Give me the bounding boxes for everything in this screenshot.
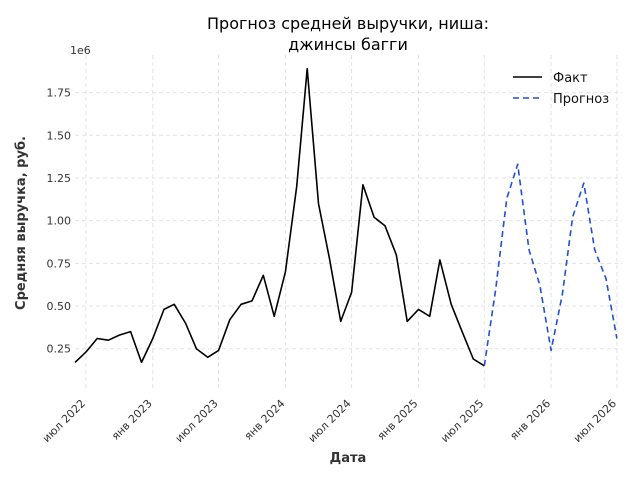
- x-tick-label: янв 2025: [375, 397, 421, 443]
- y-axis-ticks: 0.25 0.50 0.75 1.00 1.25 1.50 1.75: [47, 87, 72, 356]
- y-offset-label: 1e6: [70, 44, 91, 57]
- x-tick-label: июл 2022: [40, 397, 88, 445]
- x-tick-label: июл 2025: [438, 397, 486, 445]
- x-axis-label: Дата: [330, 451, 367, 466]
- series-lines: [74, 67, 618, 367]
- x-tick-label: июл 2023: [173, 397, 221, 445]
- y-axis-label: Средняя выручка, руб.: [14, 136, 29, 310]
- chart-title-line-1: Прогноз средней выручки, ниша:: [207, 14, 489, 33]
- x-axis-ticks: июл 2022 янв 2023 июл 2023 янв 2024 июл 2024…: [40, 397, 619, 445]
- series-line-forecast: [483, 163, 618, 366]
- x-tick-label: янв 2026: [507, 397, 553, 443]
- y-tick-label: 1.00: [47, 215, 72, 228]
- grid: [75, 55, 622, 388]
- legend-label-fact: Факт: [553, 71, 588, 86]
- y-tick-label: 0.75: [47, 257, 72, 270]
- legend: Факт Прогноз: [513, 71, 609, 107]
- legend-label-forecast: Прогноз: [553, 92, 609, 107]
- x-tick-label: янв 2024: [242, 397, 288, 443]
- y-tick-label: 1.75: [47, 87, 72, 100]
- chart-title-line-2: джинсы багги: [288, 35, 408, 54]
- y-tick-label: 1.25: [47, 172, 72, 185]
- series-line-fact: [74, 67, 485, 367]
- y-tick-label: 0.25: [47, 343, 72, 356]
- y-tick-label: 0.50: [47, 300, 72, 313]
- x-tick-label: янв 2023: [109, 397, 155, 443]
- y-tick-label: 1.50: [47, 129, 72, 142]
- x-tick-label: июл 2026: [571, 397, 619, 445]
- x-tick-label: июл 2024: [306, 397, 354, 445]
